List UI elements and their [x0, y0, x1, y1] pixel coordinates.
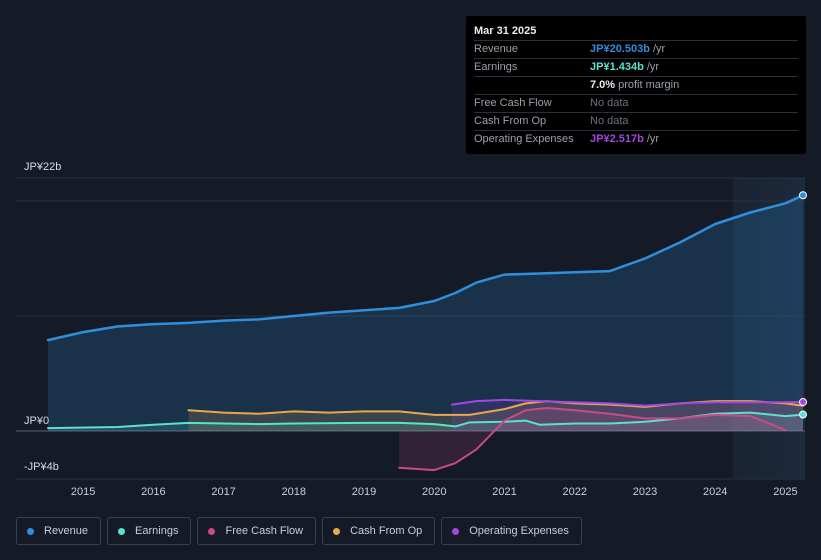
chart-lines	[46, 194, 805, 472]
tooltip-row-label: Earnings	[474, 61, 518, 73]
tooltip-row-label	[474, 77, 590, 94]
tooltip-row: Cash From Op No data	[474, 112, 798, 130]
legend-dot-icon	[333, 527, 341, 535]
x-tick-2021: 2021	[492, 486, 516, 498]
tooltip-row-value: JP¥20.503b	[590, 43, 650, 55]
legend-item-earnings[interactable]: Earnings	[107, 517, 192, 545]
earnings-area	[48, 412, 803, 431]
data-tooltip: Mar 31 2025 Revenue JP¥20.503b/yr Earnings…	[466, 16, 806, 154]
tooltip-row: Revenue JP¥20.503b/yr	[474, 40, 798, 58]
y-label-zero: JP¥0	[24, 415, 49, 427]
tooltip-row-unit: profit margin	[618, 79, 680, 91]
revenue-line	[46, 194, 805, 342]
legend-label: Revenue	[44, 525, 89, 537]
forecast-band	[732, 178, 805, 479]
y-label-top: JP¥22b	[24, 161, 61, 173]
legend-item-free-cash-flow[interactable]: Free Cash Flow	[197, 517, 317, 545]
tooltip-row-unit: /yr	[646, 133, 660, 145]
x-tick-2018: 2018	[282, 486, 306, 498]
tooltip-row-value: No data	[590, 97, 629, 109]
legend-dot-icon	[452, 527, 460, 535]
x-axis-ticks: 2015 2016 2017 2018 2019 2020 2021 2022 2023 2024…	[71, 486, 798, 498]
x-tick-2019: 2019	[352, 486, 376, 498]
x-tick-2024: 2024	[703, 486, 727, 498]
legend-label: Cash From Op	[350, 525, 423, 537]
tooltip-row: Operating Expenses JP¥2.517b/yr	[474, 130, 798, 148]
tooltip-row-label: Revenue	[474, 43, 519, 55]
legend-dot-icon	[118, 527, 126, 535]
legend-item-revenue[interactable]: Revenue	[16, 517, 102, 545]
tooltip-row-label: Free Cash Flow	[474, 97, 552, 109]
legend-dot-icon	[27, 527, 34, 535]
tooltip-row-value: No data	[590, 115, 629, 127]
legend-label: Operating Expenses	[469, 525, 569, 537]
free-cash-flow-line	[398, 407, 787, 472]
free-cash-flow-area	[399, 408, 786, 471]
x-tick-2015: 2015	[71, 486, 95, 498]
tooltip-row: Free Cash Flow No data	[474, 94, 798, 112]
operating-expenses-line	[450, 398, 804, 407]
tooltip-row-value: JP¥1.434b	[590, 61, 644, 73]
legend-dot-icon	[208, 527, 216, 535]
chart-end-markers	[799, 191, 807, 419]
earnings-end-marker	[799, 410, 807, 419]
tooltip-row-unit: /yr	[646, 61, 660, 73]
chart-areas	[48, 195, 803, 471]
legend-label: Earnings	[135, 525, 179, 537]
x-tick-2022: 2022	[563, 486, 587, 498]
tooltip-row-label: Cash From Op	[474, 115, 547, 127]
operating-expenses-end-marker	[799, 398, 807, 407]
revenue-end-marker	[799, 191, 807, 200]
tooltip-date: Mar 31 2025	[474, 25, 537, 37]
x-tick-2016: 2016	[141, 486, 165, 498]
revenue-area	[48, 195, 803, 431]
tooltip-row-value: 7.0%	[590, 79, 616, 91]
chart-grid	[16, 177, 805, 480]
legend-item-operating-expenses[interactable]: Operating Expenses	[441, 517, 582, 545]
tooltip-row-label: Operating Expenses	[474, 133, 574, 145]
chart-legend: Revenue Earnings Free Cash Flow Cash From O…	[16, 517, 582, 545]
x-tick-2025: 2025	[773, 486, 797, 498]
x-tick-2020: 2020	[422, 486, 446, 498]
legend-item-cash-from-op[interactable]: Cash From Op	[322, 517, 436, 545]
tooltip-row-unit: /yr	[652, 43, 666, 55]
legend-label: Free Cash Flow	[225, 525, 304, 537]
x-tick-2023: 2023	[633, 486, 657, 498]
tooltip-row-value: JP¥2.517b	[590, 133, 644, 145]
tooltip-row: 7.0% profit margin	[474, 76, 798, 94]
x-tick-2017: 2017	[211, 486, 235, 498]
y-label-bottom: -JP¥4b	[24, 461, 59, 473]
tooltip-row: Earnings JP¥1.434b/yr	[474, 58, 798, 76]
